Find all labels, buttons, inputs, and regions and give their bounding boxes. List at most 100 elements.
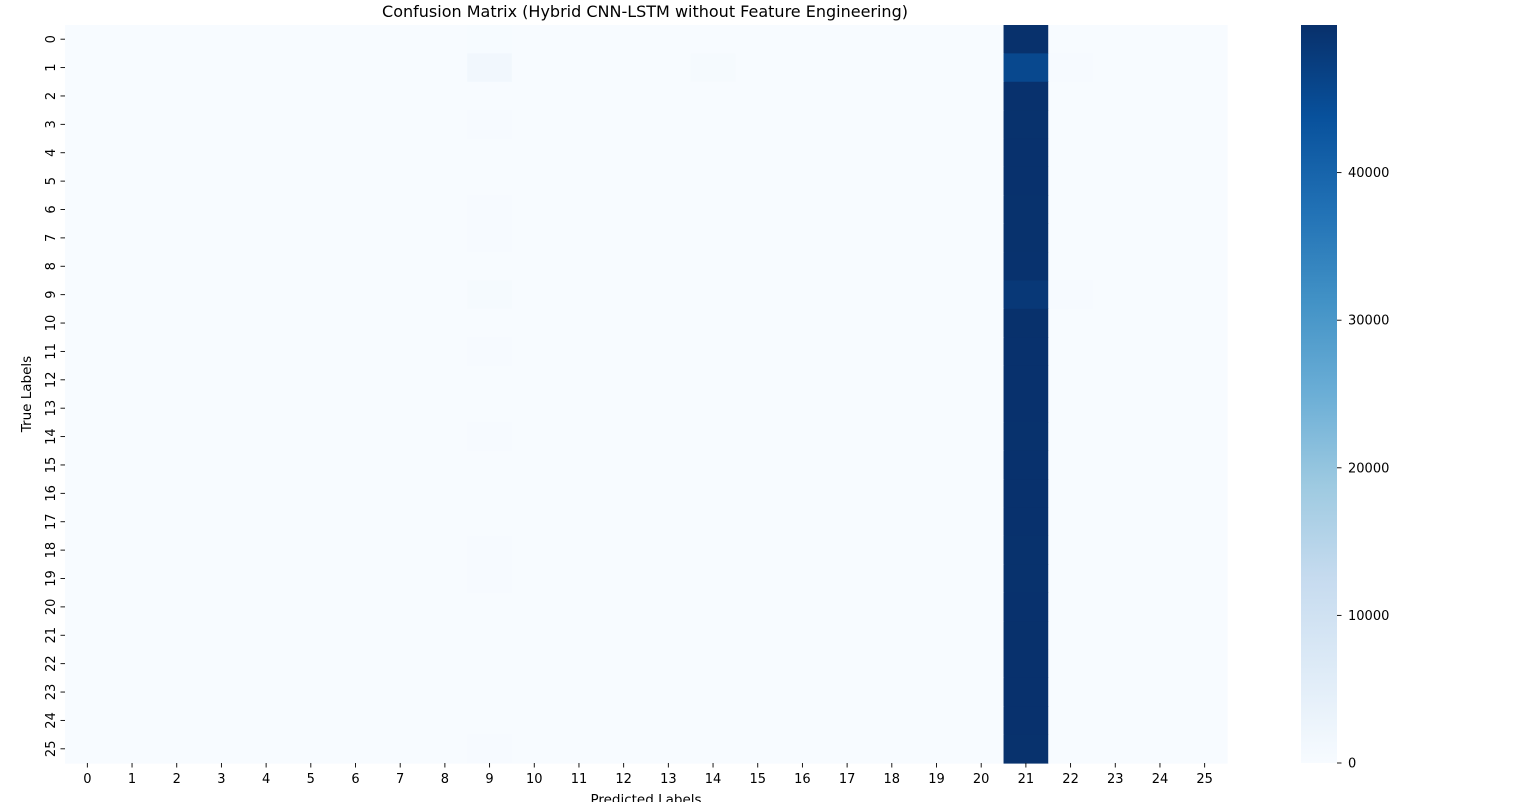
heatmap-cell — [556, 110, 602, 140]
heatmap-cell — [780, 166, 826, 196]
heatmap-cell — [869, 706, 915, 736]
heatmap-cell — [109, 706, 155, 736]
heatmap-cell — [601, 734, 647, 764]
x-tick-label: 6 — [351, 772, 359, 787]
heatmap-cell — [1137, 81, 1183, 111]
heatmap-cell — [914, 337, 960, 367]
heatmap-cell — [824, 308, 871, 338]
heatmap-cell — [333, 677, 379, 707]
heatmap-cell — [199, 535, 245, 565]
heatmap-cell — [1048, 592, 1094, 622]
heatmap-cell — [601, 223, 647, 253]
heatmap-cell — [288, 195, 334, 225]
heatmap-cell — [1182, 365, 1228, 395]
heatmap-cell — [1048, 394, 1094, 423]
heatmap-cell — [780, 564, 826, 594]
x-tick-label: 23 — [1107, 772, 1124, 787]
heatmap-cell — [288, 308, 334, 338]
heatmap-cell — [199, 621, 245, 651]
heatmap-cell — [1003, 223, 1049, 253]
heatmap-cell — [288, 394, 334, 423]
heatmap-cell — [735, 535, 781, 565]
heatmap-cell — [601, 138, 647, 168]
heatmap-cell — [199, 53, 245, 83]
heatmap-cell — [1048, 677, 1094, 707]
heatmap-cell — [646, 166, 692, 196]
heatmap-cell — [288, 110, 334, 140]
heatmap-cell — [735, 53, 781, 83]
heatmap-cell — [377, 592, 424, 622]
heatmap-cell — [958, 280, 1005, 310]
heatmap-cell — [333, 450, 379, 480]
heatmap-cell — [422, 280, 468, 310]
heatmap-cell — [377, 138, 424, 168]
heatmap-cell — [556, 25, 602, 54]
heatmap-cell — [154, 564, 200, 594]
heatmap-cell — [690, 195, 736, 225]
heatmap-cell — [154, 81, 200, 111]
heatmap-cell — [1137, 25, 1183, 54]
heatmap-cell — [1003, 535, 1049, 565]
heatmap-cell — [824, 252, 871, 282]
heatmap-cell — [1003, 479, 1049, 509]
heatmap-cell — [601, 365, 647, 395]
y-tick-label: 22 — [44, 655, 59, 672]
heatmap-cell — [690, 365, 736, 395]
x-tick-label: 12 — [615, 772, 632, 787]
colorbar-tick-label: 30000 — [1348, 314, 1389, 329]
heatmap-cell — [556, 621, 602, 651]
heatmap-cell — [1092, 195, 1139, 225]
heatmap-cell — [422, 706, 468, 736]
heatmap-cell — [1048, 53, 1094, 83]
heatmap-cell — [288, 223, 334, 253]
heatmap-cell — [377, 677, 424, 707]
heatmap-cell — [1048, 621, 1094, 651]
heatmap-cell — [556, 535, 602, 565]
x-tick-label: 2 — [173, 772, 181, 787]
heatmap-cell — [690, 394, 736, 423]
heatmap-cell — [914, 535, 960, 565]
heatmap-cell — [1182, 479, 1228, 509]
heatmap-cell — [1182, 394, 1228, 423]
heatmap-cell — [1092, 734, 1139, 764]
heatmap-cell — [735, 195, 781, 225]
heatmap-cell — [467, 252, 513, 282]
heatmap-cell — [511, 195, 558, 225]
heatmap-cell — [243, 706, 290, 736]
heatmap-cell — [1182, 592, 1228, 622]
heatmap-cell — [199, 166, 245, 196]
heatmap-cell — [1182, 223, 1228, 253]
heatmap-cell — [1092, 535, 1139, 565]
heatmap-cell — [556, 564, 602, 594]
heatmap-cell — [646, 649, 692, 679]
heatmap-cell — [333, 706, 379, 736]
heatmap-cell — [780, 138, 826, 168]
heatmap-cell — [65, 195, 111, 225]
heatmap-cell — [824, 649, 871, 679]
heatmap-cell — [243, 81, 290, 111]
heatmap-cell — [958, 649, 1005, 679]
heatmap-cell — [109, 280, 155, 310]
heatmap-cell — [154, 677, 200, 707]
heatmap-cell — [422, 422, 468, 452]
heatmap-cell — [511, 81, 558, 111]
heatmap-cell — [556, 422, 602, 452]
heatmap-cell — [958, 166, 1005, 196]
heatmap-cell — [1092, 677, 1139, 707]
heatmap-cell — [1092, 138, 1139, 168]
heatmap-cell — [154, 365, 200, 395]
heatmap-cell — [422, 25, 468, 54]
heatmap-cell — [1003, 195, 1049, 225]
heatmap-cell — [109, 53, 155, 83]
heatmap-cell — [377, 706, 424, 736]
heatmap-cell — [288, 621, 334, 651]
x-axis-ticks: 0 1 2 3 4 5 6 7 8 9 10 11 12 13 14 15 16 17 18 19 20 21 22 23 24… — [83, 763, 1213, 787]
heatmap-cell — [199, 81, 245, 111]
heatmap-cell — [65, 81, 111, 111]
heatmap-cell — [422, 592, 468, 622]
heatmap-cell — [869, 25, 915, 54]
heatmap-cell — [288, 81, 334, 111]
heatmap-cell — [1003, 621, 1049, 651]
heatmap-cell — [914, 394, 960, 423]
heatmap-cell — [735, 706, 781, 736]
